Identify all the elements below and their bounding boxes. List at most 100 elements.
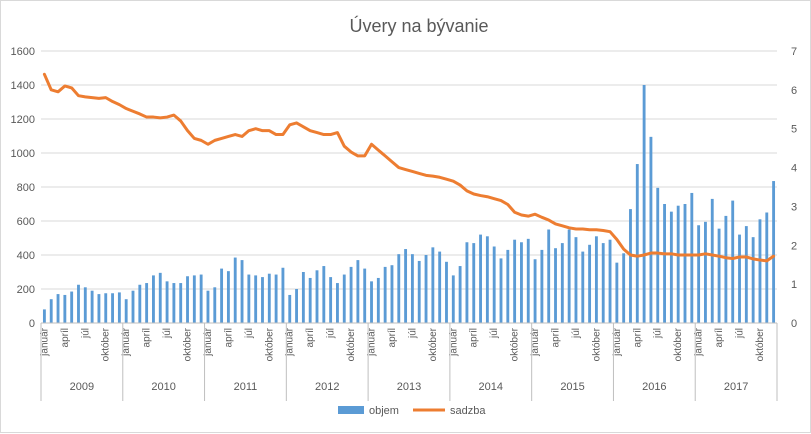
bar-objem [731, 200, 735, 323]
bar-objem [192, 275, 196, 323]
bar-objem [642, 85, 646, 323]
bar-objem [376, 277, 380, 323]
bar-objem [744, 226, 748, 323]
bar-objem [683, 204, 687, 323]
y-right-tick-label: 1 [791, 279, 797, 291]
month-tick-label: júl [244, 328, 255, 339]
bar-objem [370, 281, 373, 323]
bar-objem [622, 253, 626, 323]
bar-objem [152, 275, 155, 323]
month-tick-label: január [121, 327, 132, 356]
bar-objem [308, 277, 312, 323]
month-tick-label: apríl [142, 328, 153, 347]
bar-objem [397, 254, 401, 323]
y-left-tick-label: 1600 [11, 46, 35, 58]
bar-objem [315, 270, 319, 323]
bar-objem [717, 228, 721, 323]
bar-objem [267, 273, 271, 323]
year-label: 2009 [70, 381, 94, 393]
bar-objem [301, 272, 305, 323]
bar-objem [42, 309, 46, 323]
bar-objem [172, 283, 176, 323]
bar-objem [261, 277, 264, 323]
bar-objem [226, 271, 230, 323]
bar-objem [404, 249, 408, 323]
month-tick-label: január [448, 327, 459, 356]
month-tick-label: apríl [714, 328, 725, 347]
bar-objem [540, 249, 544, 323]
bar-objem [363, 268, 367, 323]
y-right-tick-label: 3 [791, 201, 797, 213]
y-left-tick-label: 800 [17, 182, 35, 194]
month-tick-label: júl [80, 328, 91, 339]
month-tick-label: júl [407, 328, 418, 339]
bar-objem [431, 247, 435, 323]
month-tick-label: júl [735, 328, 746, 339]
bar-objem [615, 262, 619, 323]
y-left-tick-label: 0 [29, 318, 35, 330]
line-sadzba [42, 72, 776, 263]
bar-objem [560, 243, 564, 323]
bar-objem [526, 238, 530, 323]
bar-objem [574, 237, 578, 323]
bar-objem [506, 249, 510, 323]
bar-objem [63, 294, 67, 323]
year-label: 2015 [560, 381, 584, 393]
month-tick-label: október [591, 327, 602, 361]
bar-objem [697, 225, 701, 323]
chart-title: Úvery na bývanie [349, 15, 488, 36]
bar-objem [424, 255, 428, 323]
month-tick-label: január [367, 327, 378, 356]
bar-objem [438, 251, 442, 323]
y-right-tick-label: 4 [791, 163, 797, 175]
month-tick-label: júl [162, 328, 173, 339]
bar-objem [669, 211, 673, 323]
bar-objem [581, 251, 585, 323]
y-right-tick-label: 7 [791, 46, 797, 58]
bar-objem [199, 274, 203, 323]
bar-objem [124, 299, 128, 323]
bar-objem [49, 299, 53, 323]
month-tick-label: október [510, 327, 521, 361]
y-left-tick-label: 200 [17, 284, 35, 296]
bar-objem [254, 275, 258, 323]
bar-objem [663, 204, 666, 323]
month-tick-label: január [39, 327, 50, 356]
bar-objem [90, 290, 94, 323]
bar-objem [533, 259, 537, 323]
bar-objem [567, 229, 571, 323]
bar-objem [656, 187, 660, 323]
month-tick-label: január [203, 327, 214, 356]
bar-objem [451, 275, 455, 323]
bar-objem [608, 239, 612, 323]
bar-objem [629, 209, 632, 323]
bar-objem [240, 260, 244, 323]
bar-objem [56, 294, 60, 323]
y-left-tick-label: 1000 [11, 148, 35, 160]
bar-objem [281, 267, 285, 323]
month-tick-label: október [264, 327, 275, 361]
bar-objem [594, 236, 598, 323]
bar-objem [342, 274, 346, 323]
bar-objem [635, 164, 639, 323]
bar-objem [479, 234, 482, 323]
bar-objem [186, 276, 189, 323]
y-right-tick-label: 6 [791, 85, 797, 97]
bar-objem [295, 289, 298, 323]
bar-objem [724, 215, 728, 323]
month-tick-label: júl [326, 328, 337, 339]
bar-objem [213, 287, 217, 323]
month-tick-label: október [101, 327, 112, 361]
year-label: 2013 [397, 381, 421, 393]
month-tick-label: október [183, 327, 194, 361]
bar-objem [138, 284, 142, 323]
month-tick-label: apríl [223, 328, 234, 347]
bar-objem [601, 243, 605, 323]
year-label: 2012 [315, 381, 339, 393]
bar-objem [676, 205, 680, 323]
bar-objem [417, 260, 421, 323]
bar-objem [322, 266, 326, 323]
legend-swatch-objem [338, 406, 364, 414]
